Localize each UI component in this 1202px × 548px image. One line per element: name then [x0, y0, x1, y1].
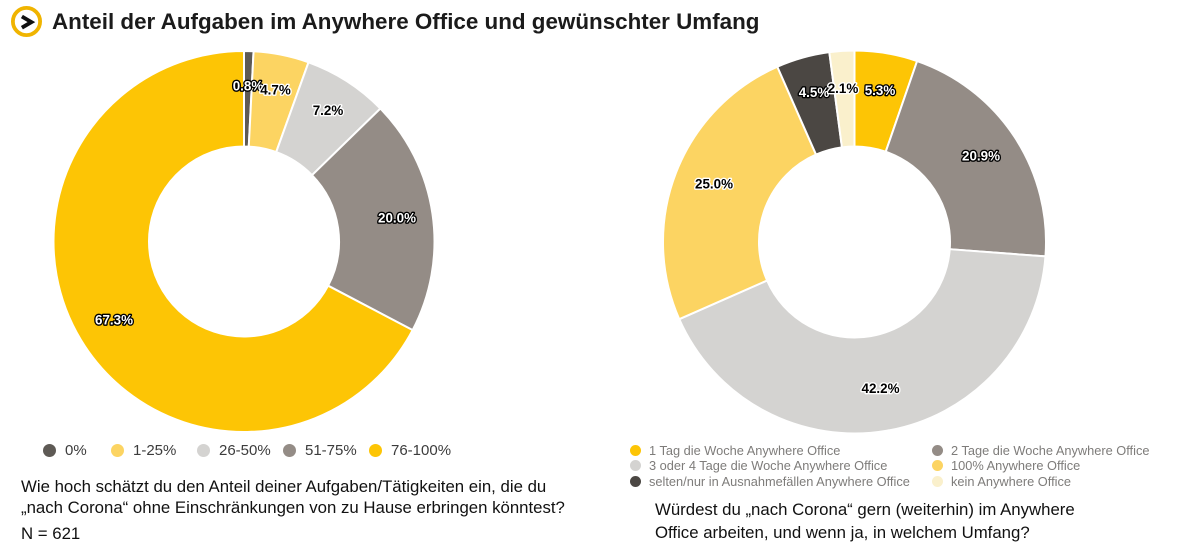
- svg-text:67.3%: 67.3%: [95, 313, 133, 328]
- svg-text:7.2%: 7.2%: [313, 103, 344, 118]
- svg-text:5.3%: 5.3%: [865, 83, 896, 98]
- svg-text:20.9%: 20.9%: [962, 149, 1000, 164]
- svg-text:4.7%: 4.7%: [260, 83, 291, 98]
- svg-text:42.2%: 42.2%: [862, 381, 900, 396]
- svg-text:20.0%: 20.0%: [378, 211, 416, 226]
- svg-text:0.8%: 0.8%: [233, 79, 264, 94]
- svg-text:25.0%: 25.0%: [695, 177, 733, 192]
- svg-text:2.1%: 2.1%: [828, 81, 859, 96]
- svg-text:4.5%: 4.5%: [799, 85, 830, 100]
